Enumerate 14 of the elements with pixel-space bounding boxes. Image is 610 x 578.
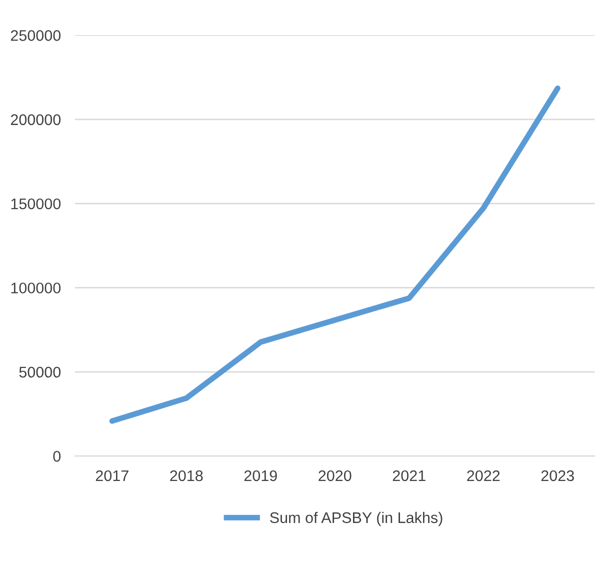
y-tick-label: 50000 [19, 366, 61, 378]
y-tick-label: 100000 [11, 282, 61, 294]
y-tick-label: 250000 [10, 30, 61, 41]
legend-label: Sum of APSBY (in Lakhs) [270, 512, 442, 526]
x-tick-label: 2019 [244, 470, 277, 482]
x-tick-label: 2022 [467, 470, 500, 482]
x-tick-label: 2018 [170, 470, 203, 482]
y-tick-label: 200000 [10, 114, 61, 126]
y-tick-label: 150000 [11, 198, 61, 210]
x-tick-label: 2021 [392, 470, 426, 482]
y-tick-label: 0 [53, 450, 61, 462]
x-tick-label: 2020 [318, 470, 352, 482]
x-tick-label: 2017 [96, 470, 128, 482]
x-tick-label: 2023 [541, 470, 574, 482]
